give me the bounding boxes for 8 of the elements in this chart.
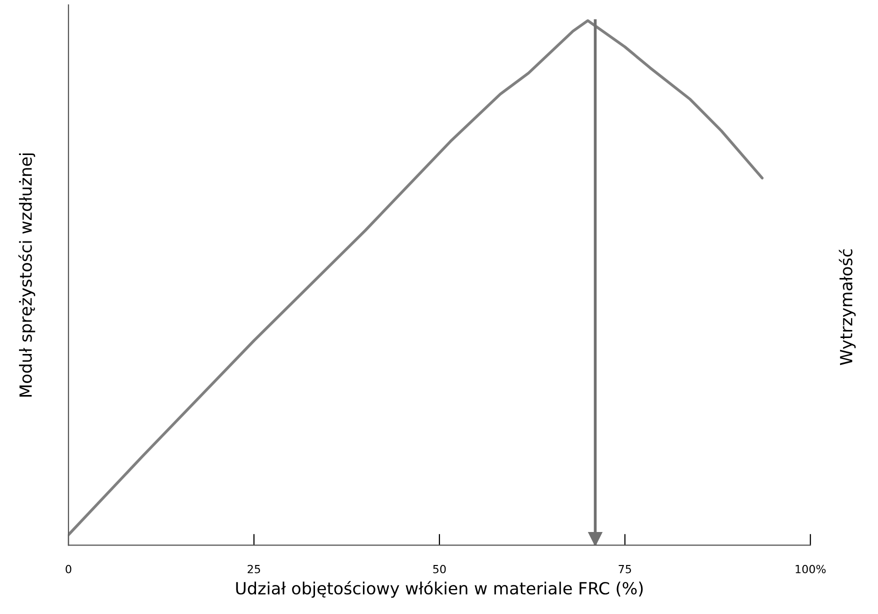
x-tick-label: 25 (248, 564, 260, 574)
y-axis-title: Moduł sprężystości wzdłużnej (18, 153, 36, 397)
x-axis-title: Udział objętościowy włókien w materiale FRC (%) (236, 580, 643, 598)
x-tick-label: 100% (796, 564, 826, 574)
x-tick-label: 75 (618, 565, 632, 574)
x-tick-label: 0 (66, 564, 72, 574)
y2-axis-title: Wytrzymałość (838, 249, 856, 366)
x-tick-label: 50 (433, 564, 446, 574)
